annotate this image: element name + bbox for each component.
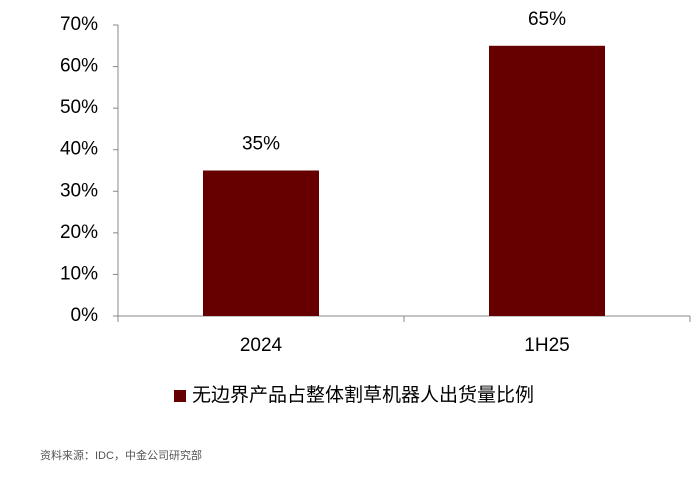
bar — [489, 45, 605, 317]
y-tick-label: 10% — [60, 263, 98, 284]
bar — [203, 170, 319, 316]
y-tick-label: 0% — [71, 305, 99, 326]
x-tick-label: 1H25 — [524, 335, 569, 356]
value-label: 35% — [242, 134, 280, 155]
y-tick-label: 50% — [60, 97, 98, 118]
source-note: 资料来源：IDC，中金公司研究部 — [40, 448, 202, 462]
y-tick-label: 40% — [60, 139, 98, 160]
legend-swatch — [174, 390, 186, 402]
value-label: 65% — [528, 9, 566, 30]
x-tick-label: 2024 — [240, 335, 283, 356]
y-tick-label: 70% — [60, 14, 98, 35]
y-tick-label: 60% — [60, 56, 98, 77]
legend-label: 无边界产品占整体割草机器人出货量比例 — [192, 384, 534, 406]
y-tick-label: 20% — [60, 222, 98, 243]
y-tick-label: 30% — [60, 180, 98, 201]
